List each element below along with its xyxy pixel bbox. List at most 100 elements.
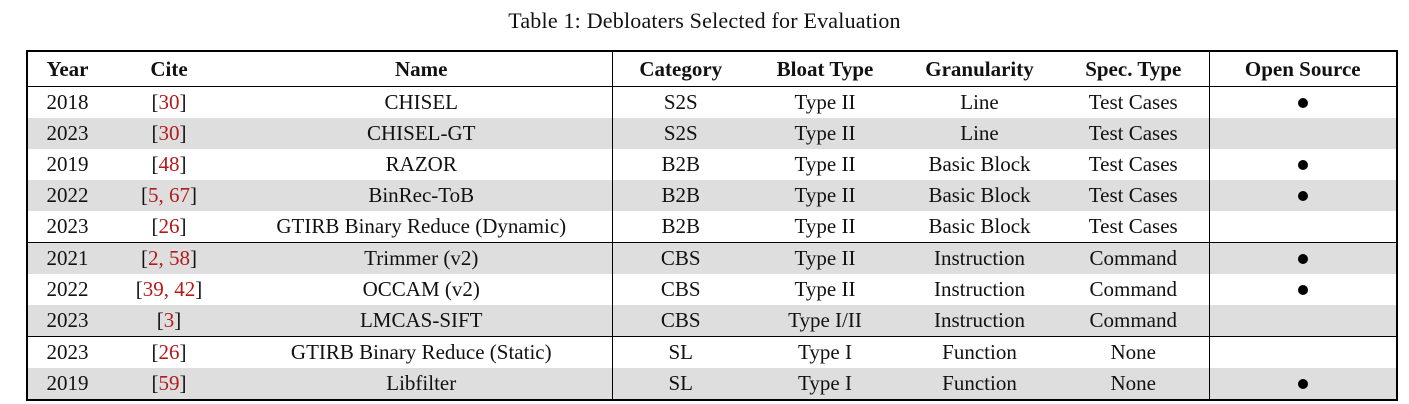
cell-granularity: Instruction [934,277,1025,301]
cell-bloat-type: Type II [794,277,856,301]
cell-name: GTIRB Binary Reduce (Dynamic) [231,211,613,243]
table-header: Year Cite Name Category Bloat Type Granu… [27,51,1397,87]
cell-cite: [2, 58] [107,242,231,274]
cell-name: GTIRB Binary Reduce (Static) [231,336,613,368]
cell-name: BinRec-ToB [231,180,613,211]
table-row: 2019 [48] RAZOR B2B Type II Basic Block Test C… [27,149,1397,180]
cell-cite: [59] [107,368,231,400]
table-row: 2021 [2, 58] Trimmer (v2) CBS Type II Instruc… [27,242,1397,274]
cell-name: CHISEL [231,86,613,118]
open-source-dot-icon [1297,284,1308,295]
cell-open-source [1209,87,1397,119]
cell-category: CBS [612,242,749,274]
cell-cite: [39, 42] [107,274,231,305]
cell-bloat-type: Type I/II [749,305,901,337]
cite-bracket-close: ] [179,340,187,364]
cell-bloat-type: Type I [749,336,901,368]
column-header-bloat-type: Bloat Type [749,51,901,87]
cell-cite: [30] [107,118,231,149]
column-header-category: Category [612,51,749,87]
cell-granularity: Instruction [901,305,1058,337]
cell-granularity: Line [901,118,1058,149]
table-row: 2023 [26] GTIRB Binary Reduce (Static) SL Ty… [27,336,1397,368]
cite-bracket-open: [ [151,121,159,145]
cell-bloat-type: Type II [794,152,856,176]
cell-open-source [1209,336,1397,368]
cell-category: B2B [612,180,749,211]
cell-year: 2022 [46,277,89,301]
cell-spec-type: Command [1058,305,1210,337]
cite-bracket-open: [ [151,371,159,395]
cite-bracket-open: [ [141,246,148,270]
cell-name: Trimmer (v2) [231,242,613,274]
table-row: 2023 [26] GTIRB Binary Reduce (Dynamic) B2B… [27,211,1397,243]
column-header-name: Name [231,51,613,87]
table-row: 2023 [30] CHISEL-GT S2S Type II Line Test Case… [27,118,1397,149]
cell-category: B2B [661,152,700,176]
cell-bloat-type: Type II [794,214,856,238]
cell-cite: [48] [107,149,231,180]
cite-bracket-close: ] [179,214,187,238]
table-row: 2019 [59] Libfilter SL Type I Function None [27,368,1397,400]
cell-granularity: Basic Block [928,214,1031,238]
cell-cite: [26] [107,336,231,368]
cell-cite: [5, 67] [107,180,231,211]
cell-bloat-type: Type I [749,368,901,400]
cell-open-source [1209,305,1397,337]
table-body: 2018 [30] CHISEL S2S Type II Line Test Cases 20… [27,86,1397,400]
cell-category: B2B [661,214,700,238]
cite-bracket-close: ] [174,308,182,332]
citation-link[interactable]: 30 [158,90,180,114]
cell-open-source [1209,118,1397,149]
cite-bracket-close: ] [179,121,187,145]
cell-spec-type: Test Cases [1058,149,1210,180]
cell-year: 2021 [27,242,107,274]
cite-bracket-close: ] [179,90,187,114]
cite-bracket-close: ] [190,246,197,270]
cell-spec-type: Test Cases [1058,86,1210,118]
citation-link[interactable]: 26 [158,214,180,238]
cell-granularity: Instruction [901,242,1058,274]
cell-year: 2023 [27,118,107,149]
debloaters-table: Year Cite Name Category Bloat Type Granu… [26,50,1398,401]
cell-spec-type: None [1058,368,1210,400]
cell-spec-type: None [1058,336,1210,368]
table-caption: Table 1: Debloaters Selected for Evaluat… [508,8,901,33]
cell-granularity: Function [901,336,1058,368]
cite-bracket-close: ] [179,371,187,395]
citation-link[interactable]: 5, 67 [148,183,190,207]
cell-year: 2022 [27,180,107,211]
citation-link[interactable]: 30 [158,121,180,145]
cite-bracket-close: ] [179,152,187,176]
cite-bracket-open: [ [135,277,143,301]
cell-category: S2S [663,90,698,114]
citation-link[interactable]: 2, 58 [148,246,190,270]
column-header-year: Year [27,51,107,87]
cell-name: CHISEL-GT [231,118,613,149]
cite-bracket-close: ] [190,183,197,207]
cell-open-source [1209,274,1397,305]
cell-category: SL [612,368,749,400]
cell-name: Libfilter [231,368,613,400]
cell-bloat-type: Type II [749,242,901,274]
cell-cite: [26] [107,211,231,243]
table-row: 2018 [30] CHISEL S2S Type II Line Test Cases [27,86,1397,119]
citation-link[interactable]: 39, 42 [142,277,196,301]
citation-link[interactable]: 26 [158,340,180,364]
citation-link[interactable]: 48 [158,152,180,176]
cell-year: 2019 [46,152,89,176]
citation-link[interactable]: 3 [163,308,175,332]
cell-bloat-type: Type II [749,118,901,149]
cell-spec-type: Test Cases [1058,211,1210,243]
cell-year: 2023 [27,336,107,368]
cite-bracket-open: [ [151,340,159,364]
cell-spec-type: Test Cases [1058,118,1210,149]
cell-spec-type: Test Cases [1058,180,1210,211]
cite-bracket-open: [ [156,308,164,332]
cell-year: 2019 [27,368,107,400]
cell-category: SL [612,336,749,368]
open-source-dot-icon [1297,190,1308,201]
citation-link[interactable]: 59 [158,371,180,395]
cell-open-source [1209,149,1397,180]
cell-year: 2023 [27,305,107,337]
